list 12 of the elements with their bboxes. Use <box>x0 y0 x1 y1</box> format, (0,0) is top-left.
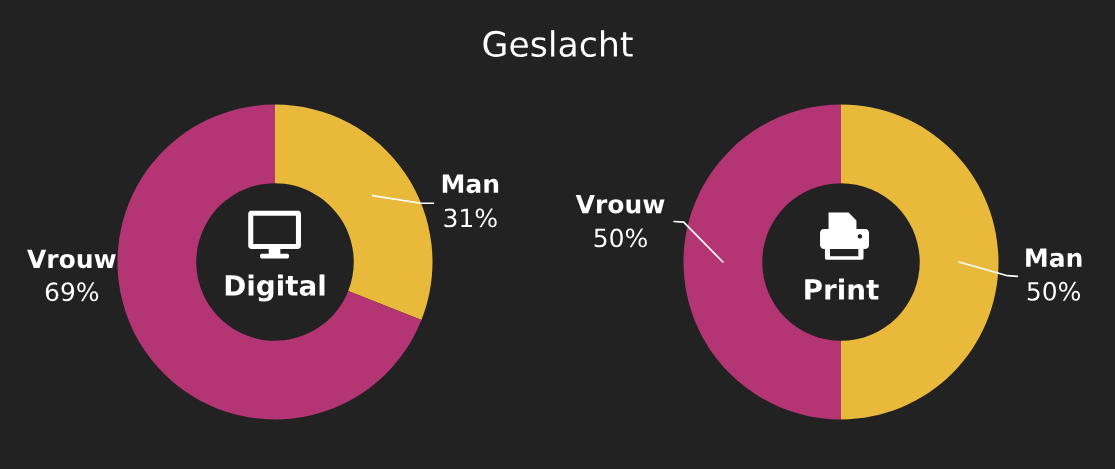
data-label: 50% <box>1027 281 1081 301</box>
slice-label: Man <box>1026 248 1082 268</box>
data-label: 69% <box>45 282 99 302</box>
text: Print <box>805 278 879 300</box>
slice-label: Man <box>442 174 499 194</box>
text: Digital <box>225 274 325 302</box>
data-label: 31% <box>444 208 497 228</box>
data-label: 50% <box>594 228 647 248</box>
chart-title: Geslacht <box>483 30 633 58</box>
donut-slice <box>117 104 422 420</box>
slice-label: Vrouw <box>27 249 116 269</box>
slice-label: Vrouw <box>575 194 665 214</box>
